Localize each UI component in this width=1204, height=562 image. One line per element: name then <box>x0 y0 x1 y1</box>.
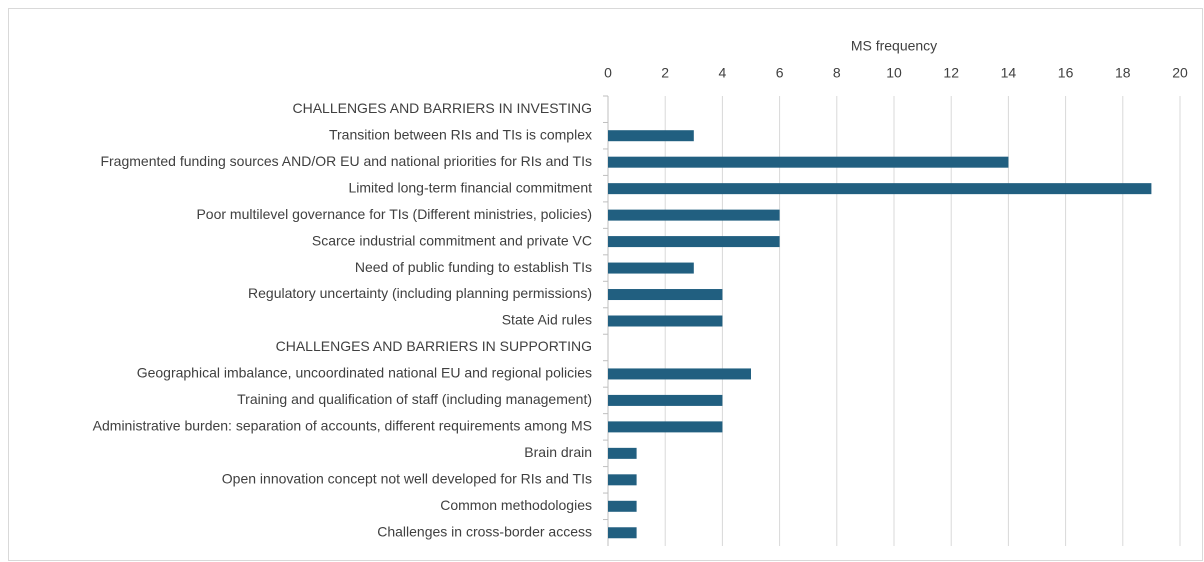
bar <box>608 500 637 512</box>
bar <box>608 527 637 539</box>
y-tick-label: Poor multilevel governance for TIs (Diff… <box>196 206 592 222</box>
y-tick-label: Geographical imbalance, uncoordinated na… <box>137 365 592 381</box>
y-tick-label: Regulatory uncertainty (including planni… <box>248 285 592 301</box>
bar <box>608 289 723 301</box>
y-tick-label: Administrative burden: separation of acc… <box>93 418 592 434</box>
y-tick-label: Need of public funding to establish TIs <box>355 259 592 275</box>
x-axis-title: MS frequency <box>851 38 937 54</box>
y-tick-label: Fragmented funding sources AND/OR EU and… <box>100 153 592 169</box>
bar <box>608 394 723 406</box>
x-tick-label: 18 <box>1115 65 1131 81</box>
x-tick-label: 14 <box>1001 65 1017 81</box>
x-tick-label: 20 <box>1172 65 1188 81</box>
bar <box>608 315 723 327</box>
bar <box>608 209 780 221</box>
x-tick-label: 0 <box>604 65 612 81</box>
bar <box>608 130 694 142</box>
x-tick-label: 8 <box>833 65 841 81</box>
bar <box>608 262 694 274</box>
y-tick-label: Scarce industrial commitment and private… <box>312 232 592 248</box>
y-tick-label: CHALLENGES AND BARRIERS IN SUPPORTING <box>276 338 592 354</box>
x-tick-label: 2 <box>661 65 669 81</box>
bar <box>608 447 637 459</box>
y-tick-label: Open innovation concept not well develop… <box>222 471 592 487</box>
y-tick-label: CHALLENGES AND BARRIERS IN INVESTING <box>292 100 592 116</box>
bar <box>608 474 637 486</box>
y-tick-label: Training and qualification of staff (inc… <box>237 391 592 407</box>
y-tick-label: State Aid rules <box>502 312 592 328</box>
bar <box>608 236 780 248</box>
bar <box>608 368 751 380</box>
x-tick-label: 10 <box>886 65 902 81</box>
y-tick-label: Brain drain <box>524 444 592 460</box>
y-tick-label: Challenges in cross-border access <box>377 523 592 539</box>
y-tick-label: Limited long-term financial commitment <box>348 179 592 195</box>
bar <box>608 183 1152 195</box>
bar <box>608 156 1009 168</box>
x-tick-label: 16 <box>1058 65 1074 81</box>
chart-frame <box>8 8 1203 561</box>
x-tick-label: 6 <box>776 65 784 81</box>
y-tick-label: Common methodologies <box>440 497 592 513</box>
x-tick-label: 12 <box>943 65 959 81</box>
bar <box>608 421 723 433</box>
y-tick-label: Transition between RIs and TIs is comple… <box>329 126 592 142</box>
x-tick-label: 4 <box>719 65 727 81</box>
